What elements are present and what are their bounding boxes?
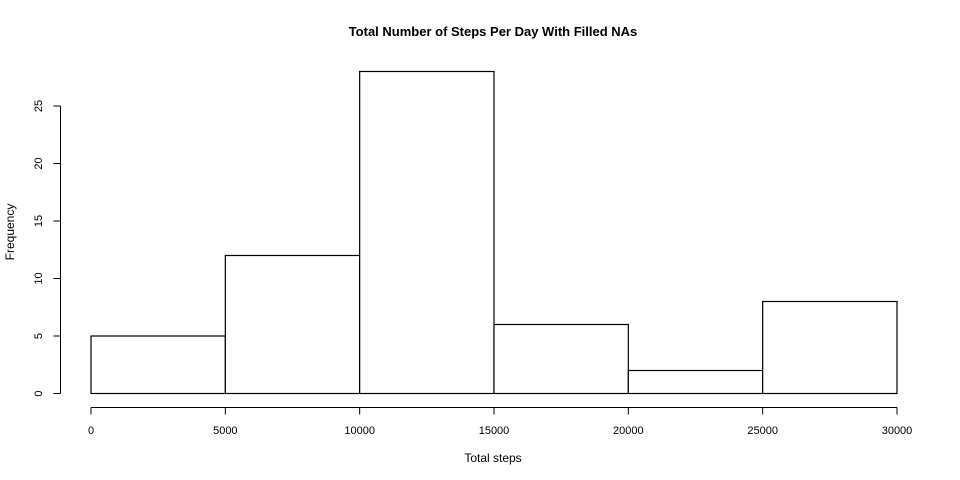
x-tick-label-6: 30000 bbox=[882, 425, 913, 437]
chart-title: Total Number of Steps Per Day With Fille… bbox=[349, 24, 638, 39]
y-tick-label-0: 0 bbox=[33, 390, 45, 396]
histogram-bar-2 bbox=[359, 70, 495, 395]
y-axis: 0 5 10 15 20 25 bbox=[33, 100, 61, 397]
y-tick-label-3: 15 bbox=[33, 215, 45, 227]
y-tick-label-2: 10 bbox=[33, 272, 45, 284]
y-tick-label-4: 20 bbox=[33, 157, 45, 169]
x-tick-label-4: 20000 bbox=[613, 425, 644, 437]
x-axis: 0 5000 10000 15000 20000 25000 30000 bbox=[88, 407, 913, 437]
x-tick-label-3: 15000 bbox=[479, 425, 510, 437]
x-axis-label: Total steps bbox=[464, 451, 521, 465]
y-tick-label-1: 5 bbox=[33, 333, 45, 339]
x-tick-label-2: 10000 bbox=[344, 425, 375, 437]
x-tick-label-1: 5000 bbox=[213, 425, 237, 437]
histogram-bar-1 bbox=[224, 254, 361, 395]
histogram-bar-3 bbox=[493, 323, 629, 395]
y-tick-label-5: 25 bbox=[33, 100, 45, 112]
x-tick-label-0: 0 bbox=[88, 425, 94, 437]
histogram-bar-0 bbox=[90, 335, 226, 395]
histogram-bar-4 bbox=[627, 369, 764, 395]
y-axis-label: Frequency bbox=[3, 204, 17, 261]
histogram-bar-5 bbox=[762, 300, 898, 395]
bars-layer bbox=[90, 70, 898, 395]
x-tick-label-5: 25000 bbox=[747, 425, 778, 437]
